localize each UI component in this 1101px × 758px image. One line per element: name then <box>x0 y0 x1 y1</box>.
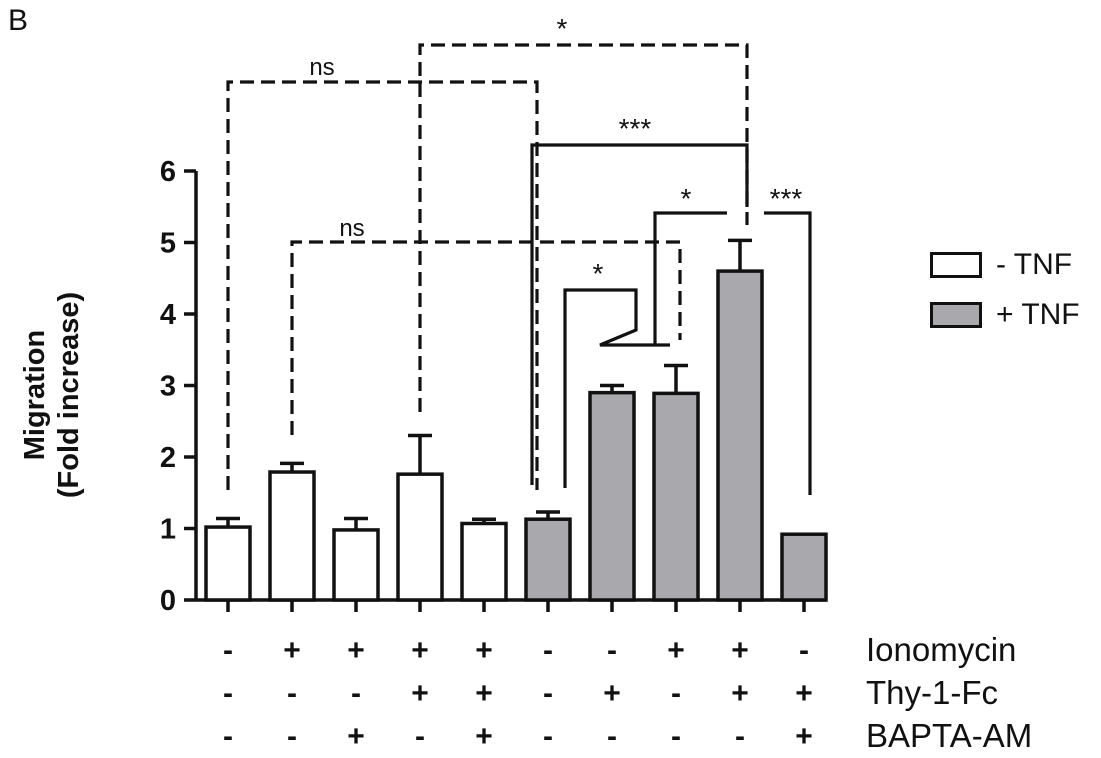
legend-item-minus-tnf: - TNF <box>930 246 1080 284</box>
treatment-sign: + <box>475 677 493 710</box>
bar <box>652 391 700 602</box>
significance-bracket <box>764 211 812 495</box>
treatment-sign: - <box>607 720 617 753</box>
treatment-sign: + <box>731 634 749 667</box>
y-tick-label: 3 <box>160 371 176 403</box>
treatment-sign: - <box>671 677 681 710</box>
legend-label-minus-tnf: - TNF <box>996 248 1073 281</box>
treatment-sign: + <box>795 677 813 710</box>
treatment-label-thy1fc: Thy-1-Fc <box>866 674 998 711</box>
treatment-sign: - <box>543 720 553 753</box>
bar <box>268 470 316 602</box>
y-tick-label: 2 <box>160 442 176 474</box>
significance-bracket <box>563 288 670 488</box>
treatment-sign: - <box>351 677 361 710</box>
bar <box>396 472 444 602</box>
treatment-sign: - <box>735 720 745 753</box>
treatment-sign: + <box>283 634 301 667</box>
significance-label: * <box>557 13 568 44</box>
treatment-sign: - <box>543 634 553 667</box>
treatment-sign: + <box>475 720 493 753</box>
treatment-sign: + <box>795 720 813 753</box>
treatment-sign: + <box>475 634 493 667</box>
y-tick-label: 5 <box>160 228 176 260</box>
legend: - TNF + TNF <box>930 246 1080 346</box>
bar <box>204 525 252 602</box>
treatment-label-ionomycin: Ionomycin <box>866 631 1017 668</box>
treatment-sign: - <box>223 677 233 710</box>
treatment-sign: - <box>287 677 297 710</box>
y-tick-label: 4 <box>160 299 176 331</box>
significance-bracket <box>418 43 749 412</box>
significance-label: ns <box>309 54 334 81</box>
treatment-sign: + <box>411 634 429 667</box>
treatment-sign: - <box>287 720 297 753</box>
significance-bracket <box>530 143 749 485</box>
treatment-sign: - <box>543 677 553 710</box>
significance-bracket <box>653 211 727 345</box>
treatment-sign: + <box>731 677 749 710</box>
bar <box>716 269 764 602</box>
bar <box>332 528 380 602</box>
treatment-sign: - <box>799 634 809 667</box>
significance-label: * <box>681 183 692 214</box>
treatment-sign: - <box>223 634 233 667</box>
legend-swatch-plus-tnf <box>930 302 982 328</box>
y-tick-label: 0 <box>160 585 176 617</box>
panel-label: B <box>8 4 29 37</box>
bar <box>780 532 828 602</box>
significance-bracket <box>226 80 539 490</box>
treatment-sign: + <box>347 634 365 667</box>
treatment-sign: - <box>671 720 681 753</box>
legend-item-plus-tnf: + TNF <box>930 296 1080 334</box>
y-tick-label: 6 <box>160 156 176 188</box>
significance-label: *** <box>619 113 652 144</box>
treatment-sign: - <box>607 634 617 667</box>
y-tick-label: 1 <box>160 514 176 546</box>
legend-swatch-minus-tnf <box>930 252 982 278</box>
bar <box>524 517 572 602</box>
significance-label: ns <box>339 215 364 242</box>
treatment-sign: + <box>347 720 365 753</box>
significance-bracket <box>290 240 682 435</box>
treatment-sign: - <box>415 720 425 753</box>
significance-label: * <box>593 258 604 289</box>
treatment-label-bapta-am: BAPTA-AM <box>866 717 1033 754</box>
bar <box>588 390 636 602</box>
treatment-sign: + <box>667 634 685 667</box>
treatment-sign: - <box>223 720 233 753</box>
legend-label-plus-tnf: + TNF <box>996 298 1080 331</box>
treatment-sign: + <box>411 677 429 710</box>
significance-label: *** <box>770 183 803 214</box>
treatment-sign: + <box>603 677 621 710</box>
bar <box>460 521 508 602</box>
